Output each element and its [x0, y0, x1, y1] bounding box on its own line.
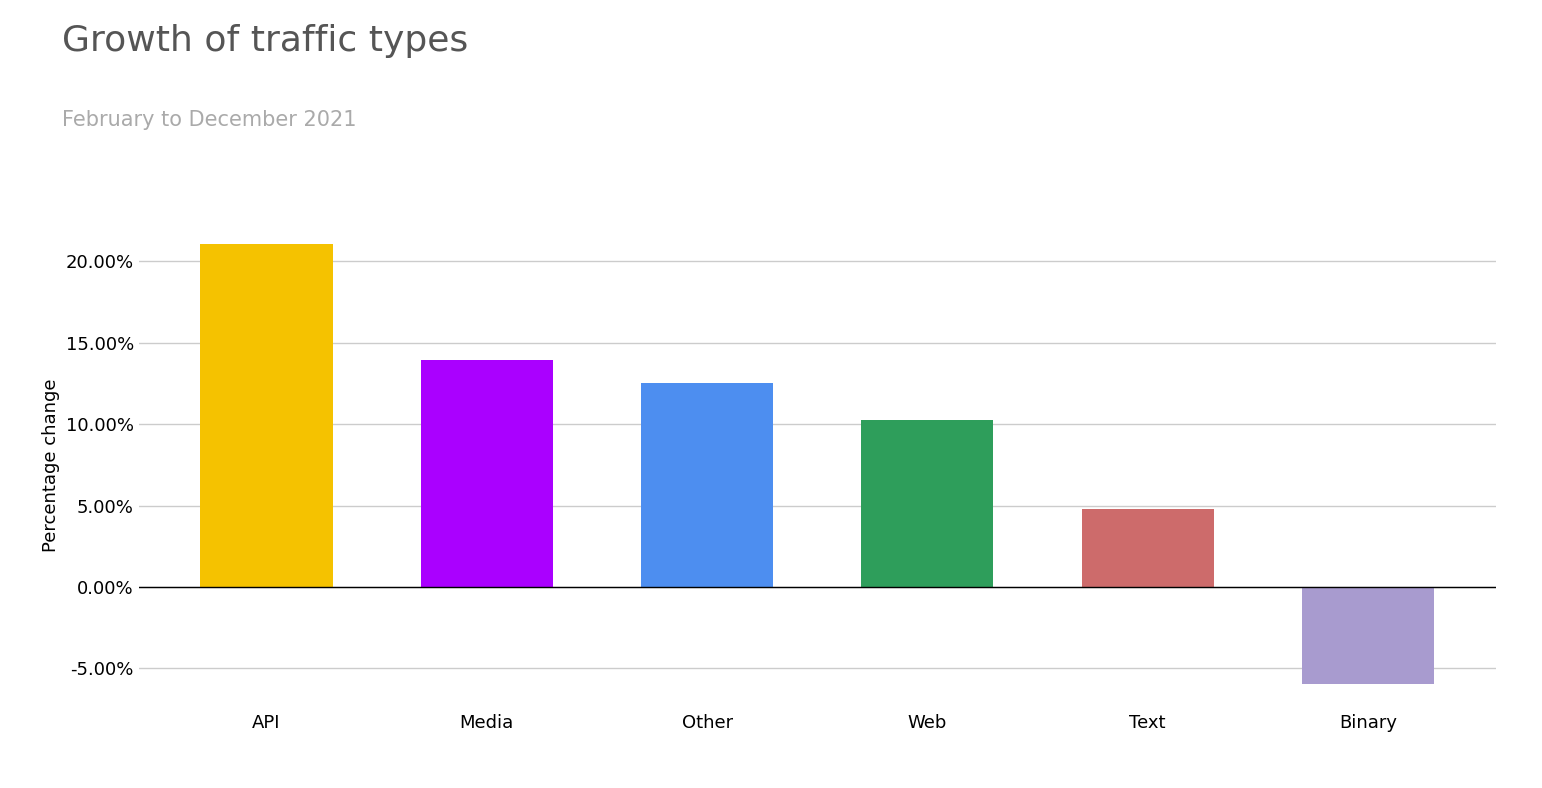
Bar	[1081, 509, 1214, 587]
Bar	[641, 383, 773, 587]
Text: Growth of traffic types: Growth of traffic types	[62, 24, 467, 58]
Bar	[1301, 587, 1434, 684]
Text: February to December 2021: February to December 2021	[62, 110, 356, 130]
Bar	[862, 420, 993, 587]
Bar	[200, 244, 333, 587]
Y-axis label: Percentage change: Percentage change	[42, 378, 60, 552]
Bar	[421, 360, 554, 587]
